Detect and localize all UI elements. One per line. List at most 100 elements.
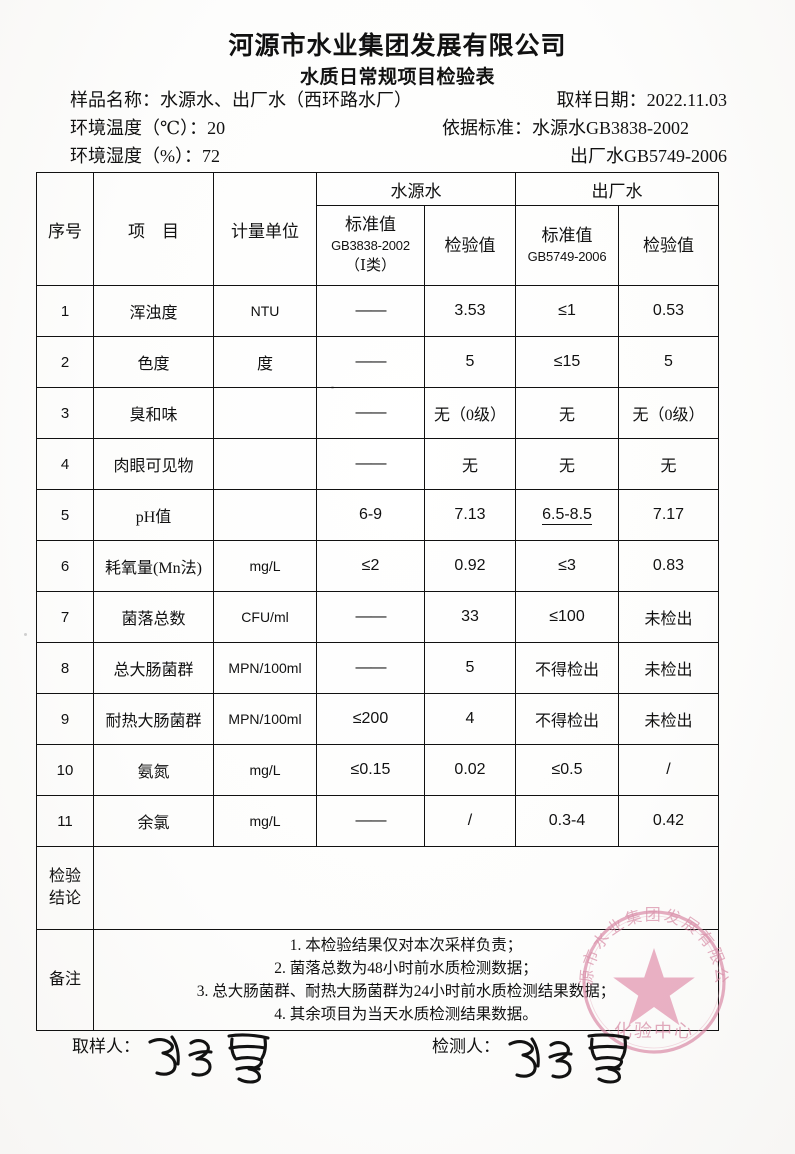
cell-finished-standard: ≤100: [515, 591, 619, 643]
cell-finished-standard: 无: [515, 387, 619, 439]
temperature-value: 20: [207, 118, 226, 138]
cell-item: 肉眼可见物: [93, 438, 214, 490]
cell-source-value: /: [424, 795, 516, 847]
temperature-label: 环境温度（℃）：: [70, 118, 208, 138]
meta-row-humidity: 环境湿度（%）：72 出厂水GB5749-2006: [70, 142, 727, 170]
sample-name-label: 样品名称：: [70, 90, 160, 110]
cell-source-value: 5: [424, 642, 516, 694]
meta-row-temperature: 环境温度（℃）：20 依据标准：水源水GB3838-2002: [70, 114, 727, 142]
cell-no: 5: [36, 489, 94, 541]
sampler-signature-block: 取样人：: [72, 1028, 284, 1089]
cell-unit: [213, 438, 317, 490]
cell-source-standard: ≤0.15: [316, 744, 425, 796]
cell-finished-value: 未检出: [618, 693, 719, 745]
cell-no: 6: [36, 540, 94, 592]
cell-finished-standard: 6.5-8.5: [515, 489, 619, 541]
sampling-date-value: 2022.11.03: [646, 90, 727, 110]
cell-unit: mg/L: [213, 540, 317, 592]
table-row: 1 浑浊度 NTU —— 3.53 ≤1 0.53: [36, 285, 719, 337]
remark-line: 2. 菌落总数为48小时前水质检测数据；: [274, 960, 538, 977]
cell-source-standard: ——: [316, 285, 425, 337]
cell-no: 11: [36, 795, 94, 847]
cell-finished-value: 7.17: [618, 489, 719, 541]
cell-source-value: 无（0级）: [424, 387, 516, 439]
signature-area: 取样人：: [72, 1028, 732, 1088]
standard-field: 依据标准：水源水GB3838-2002: [442, 114, 689, 142]
cell-source-value: 7.13: [424, 489, 516, 541]
cell-source-value: 0.92: [424, 540, 516, 592]
finished-standard-title: 标准值: [541, 225, 593, 245]
cell-item: 耐热大肠菌群: [93, 693, 214, 745]
cell-source-standard: ——: [316, 591, 425, 643]
cell-item: 臭和味: [93, 387, 214, 439]
table-row: 2 色度 度 —— 5 ≤15 5: [36, 336, 719, 388]
col-header-finished-standard: 标准值 GB5749-2006: [515, 205, 619, 286]
cell-no: 4: [36, 438, 94, 490]
cell-item: 氨氮: [93, 744, 214, 796]
cell-source-standard: ——: [316, 795, 425, 847]
cell-finished-value: /: [618, 744, 719, 796]
tester-signature-block: 检测人：: [432, 1028, 644, 1089]
conclusion-label: 检验 结论: [36, 846, 94, 930]
cell-item: 浑浊度: [93, 285, 214, 337]
humidity-value: 72: [202, 146, 220, 166]
finished-standard-underlined: 6.5-8.5: [542, 506, 592, 525]
table-row: 3 臭和味 —— 无（0级） 无 无（0级）: [36, 387, 719, 439]
cell-no: 2: [36, 336, 94, 388]
cell-source-standard: ——: [316, 438, 425, 490]
cell-no: 1: [36, 285, 94, 337]
cell-unit: MPN/100ml: [213, 642, 317, 694]
group-header-source-water: 水源水: [316, 172, 516, 206]
sampler-label: 取样人：: [72, 1037, 140, 1056]
table-row: 6 耗氧量(Mn法) mg/L ≤2 0.92 ≤3 0.83: [36, 540, 719, 592]
cell-finished-value: 0.53: [618, 285, 719, 337]
cell-source-standard: ——: [316, 336, 425, 388]
group-header-finished-water: 出厂水: [515, 172, 719, 206]
cell-finished-standard: 无: [515, 438, 619, 490]
cell-unit: NTU: [213, 285, 317, 337]
source-standard-code: GB3838-2002: [331, 238, 410, 253]
remark-line: 1. 本检验结果仅对本次采样负责；: [289, 937, 523, 954]
table-group-header-row: 序号 项 目 计量单位 水源水 出厂水: [36, 172, 719, 286]
cell-item: 色度: [93, 336, 214, 388]
col-header-finished-tested: 检验值: [618, 205, 719, 286]
remark-line: 4. 其余项目为当天水质检测结果数据。: [274, 1006, 538, 1023]
conclusion-row: 检验 结论: [36, 846, 719, 930]
cell-unit: 度: [213, 336, 317, 388]
cell-source-value: 4: [424, 693, 516, 745]
cell-unit: [213, 489, 317, 541]
cell-no: 3: [36, 387, 94, 439]
table-row: 9 耐热大肠菌群 MPN/100ml ≤200 4 不得检出 未检出: [36, 693, 719, 745]
temperature-field: 环境温度（℃）：20: [70, 114, 225, 142]
table-row: 4 肉眼可见物 —— 无 无 无: [36, 438, 719, 490]
cell-finished-value: 0.83: [618, 540, 719, 592]
table-row: 5 pH值 6-9 7.13 6.5-8.5 7.17: [36, 489, 719, 541]
cell-item: 总大肠菌群: [93, 642, 214, 694]
cell-source-value: 无: [424, 438, 516, 490]
table-row: 8 总大肠菌群 MPN/100ml —— 5 不得检出 未检出: [36, 642, 719, 694]
tester-signature-mark: [504, 1028, 644, 1089]
water-quality-table: 序号 项 目 计量单位 水源水 出厂水 标准值 GB3838-2002 （Ⅰ类）…: [36, 172, 719, 1031]
cell-no: 9: [36, 693, 94, 745]
scan-speck: [24, 633, 27, 636]
cell-finished-standard: ≤15: [515, 336, 619, 388]
source-standard-title: 标准值: [345, 215, 396, 234]
cell-finished-standard: ≤3: [515, 540, 619, 592]
cell-source-standard: ——: [316, 387, 425, 439]
meta-block: 样品名称：水源水、出厂水（西环路水厂） 取样日期：2022.11.03 环境温度…: [70, 86, 727, 170]
cell-source-standard: ≤200: [316, 693, 425, 745]
cell-unit: [213, 387, 317, 439]
sampling-date-field: 取样日期：2022.11.03: [557, 86, 727, 114]
cell-finished-value: 未检出: [618, 591, 719, 643]
cell-finished-value: 5: [618, 336, 719, 388]
col-header-source-standard: 标准值 GB3838-2002 （Ⅰ类）: [316, 205, 425, 286]
cell-item: 耗氧量(Mn法): [93, 540, 214, 592]
company-title: 河源市水业集团发展有限公司: [228, 33, 567, 60]
cell-source-value: 5: [424, 336, 516, 388]
cell-finished-value: 未检出: [618, 642, 719, 694]
humidity-label: 环境湿度（%）：: [70, 146, 202, 166]
finished-standard-code: GB5749-2006: [527, 248, 607, 264]
cell-finished-standard: 不得检出: [515, 693, 619, 745]
cell-source-standard: ——: [316, 642, 425, 694]
col-header-source-tested: 检验值: [424, 205, 516, 286]
